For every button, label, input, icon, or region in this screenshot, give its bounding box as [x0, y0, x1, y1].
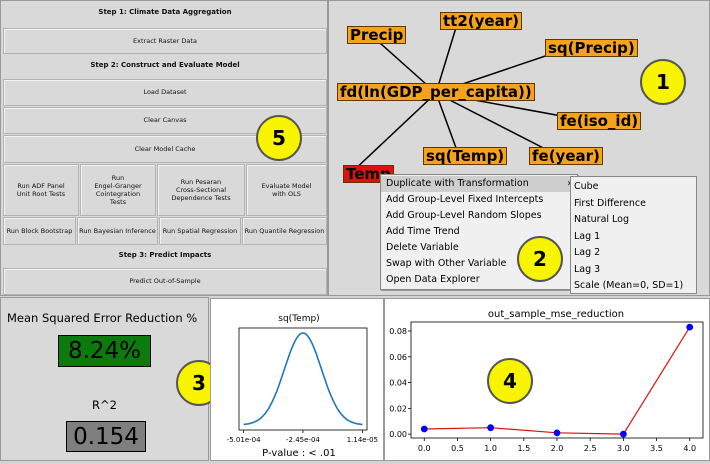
context-menu: Duplicate with Transformation › Add Group…	[380, 174, 578, 290]
line-y-tick-label: 0.00	[389, 430, 407, 439]
line-x-tick-label: 2.5	[584, 444, 597, 453]
run-quantile-button[interactable]: Run Quantile Regression	[242, 217, 327, 245]
density-chart: sq(Temp) -5.01e-04 -2.45e-04 1.14e-05 P-va…	[227, 314, 378, 459]
density-x-tick-label: -5.01e-04	[227, 436, 261, 444]
line-x-tick-label: 4.0	[683, 444, 696, 453]
submenu-item-cube[interactable]: Cube	[574, 181, 599, 192]
line-y-tick-label: 0.02	[389, 404, 407, 413]
run-engle-granger-button[interactable]: Run Engel-Granger Cointegration Tests	[80, 164, 156, 216]
badge-2: 2	[517, 236, 563, 282]
line-x-tick-label: 1.0	[484, 444, 497, 453]
metrics-panel: Mean Squared Error Reduction % 8.24% R^2…	[0, 297, 209, 461]
predict-oos-button[interactable]: Predict Out-of-Sample	[3, 268, 327, 295]
submenu-arrow-icon: ›	[567, 176, 571, 192]
mse-point	[686, 323, 694, 331]
submenu-item-lag3[interactable]: Lag 3	[574, 264, 601, 275]
mse-line-chart-panel: out_sample_mse_reduction 0.00 0.02 0.04 0.0…	[384, 298, 710, 461]
mse-point	[553, 429, 561, 437]
mse-series-line	[424, 326, 691, 435]
density-xlabel: P-value : < .01	[262, 448, 336, 459]
run-block-bootstrap-button[interactable]: Run Block Bootstrap	[3, 217, 76, 245]
line-y-tick-label: 0.06	[389, 353, 407, 362]
line-x-ticks: 0.0 0.5 1.0 1.5 2.0 2.5 3.0 3.5 4.0	[418, 438, 696, 453]
badge-1: 1	[640, 59, 686, 105]
density-x-tick-label: -2.45e-04	[286, 436, 320, 444]
r2-label: R^2	[92, 398, 117, 412]
line-chart-title: out_sample_mse_reduction	[488, 309, 624, 320]
mse-series-points	[420, 323, 694, 438]
density-axes	[238, 327, 368, 431]
node-sq-precip[interactable]: sq(Precip)	[545, 39, 638, 57]
transformation-submenu: Cube First Difference Natural Log Lag 1 …	[570, 176, 697, 294]
line-x-tick-label: 0.5	[451, 444, 464, 453]
line-y-ticks: 0.00 0.02 0.04 0.06 0.08	[389, 327, 411, 439]
submenu-item-scale[interactable]: Scale (Mean=0, SD=1)	[574, 280, 684, 291]
menu-item-delete-variable[interactable]: Delete Variable	[386, 242, 459, 253]
step3-header: Step 3: Predict Impacts	[118, 251, 212, 259]
node-fe-year[interactable]: fe(year)	[529, 147, 603, 165]
line-x-tick-label: 2.0	[551, 444, 564, 453]
load-dataset-button[interactable]: Load Dataset	[3, 79, 327, 106]
edge-sq-temp	[435, 92, 460, 157]
edge-tt2	[435, 20, 459, 94]
menu-item-random-slopes[interactable]: Add Group-Level Random Slopes	[386, 210, 542, 221]
menu-item-fixed-intercepts[interactable]: Add Group-Level Fixed Intercepts	[386, 194, 544, 205]
node-tt2-year[interactable]: tt2(year)	[440, 12, 522, 30]
mse-line-chart: out_sample_mse_reduction 0.000.020.040.0…	[389, 309, 704, 453]
run-bayesian-button[interactable]: Run Bayesian Inference	[77, 217, 158, 245]
node-fd-gdp[interactable]: fd(ln(GDP_per_capita))	[337, 83, 535, 101]
step1-header: Step 1: Climate Data Aggregation	[98, 8, 232, 16]
r2-value: 0.154	[66, 421, 146, 452]
node-precip[interactable]: Precip	[347, 26, 407, 44]
submenu-item-lag2[interactable]: Lag 2	[574, 247, 601, 258]
mse-label: Mean Squared Error Reduction %	[7, 311, 198, 325]
badge-5: 5	[256, 115, 302, 161]
line-x-tick-label: 1.5	[517, 444, 530, 453]
evaluate-ols-button[interactable]: Evaluate Model with OLS	[246, 164, 327, 216]
node-sq-temp[interactable]: sq(Temp)	[423, 147, 508, 165]
density-title: sq(Temp)	[278, 314, 319, 324]
submenu-item-natural-log[interactable]: Natural Log	[574, 214, 630, 225]
submenu-item-lag1[interactable]: Lag 1	[574, 231, 601, 242]
badge-4: 4	[487, 358, 533, 404]
mse-point	[619, 430, 627, 438]
menu-item-duplicate[interactable]: Duplicate with Transformation ›	[381, 176, 577, 192]
submenu-item-first-difference[interactable]: First Difference	[574, 198, 646, 209]
mse-value: 8.24%	[58, 335, 151, 367]
run-spatial-button[interactable]: Run Spatial Regression	[159, 217, 241, 245]
menu-item-time-trend[interactable]: Add Time Trend	[386, 226, 460, 237]
line-y-tick-label: 0.08	[389, 327, 407, 336]
edge-temp	[350, 92, 437, 174]
node-fe-iso[interactable]: fe(iso_id)	[557, 112, 642, 130]
extract-raster-button[interactable]: Extract Raster Data	[3, 28, 327, 54]
line-x-tick-label: 0.0	[418, 444, 431, 453]
line-chart-axes	[410, 321, 704, 439]
step2-header: Step 2: Construct and Evaluate Model	[90, 61, 240, 69]
run-pesaran-button[interactable]: Run Pesaran Cross-Sectional Dependence T…	[157, 164, 245, 216]
run-adf-button[interactable]: Run ADF Panel Unit Root Tests	[3, 164, 79, 216]
menu-item-label: Duplicate with Transformation	[386, 178, 529, 189]
line-x-tick-label: 3.0	[617, 444, 630, 453]
line-y-tick-label: 0.04	[389, 379, 407, 388]
menu-item-swap-variable[interactable]: Swap with Other Variable	[386, 258, 507, 269]
density-x-tick-label: 1.14e-05	[347, 436, 378, 444]
density-curve	[243, 332, 363, 426]
edge-fe-year	[435, 92, 560, 157]
line-x-tick-label: 3.5	[650, 444, 663, 453]
density-chart-panel: sq(Temp) -5.01e-04 -2.45e-04 1.14e-05 P-va…	[210, 298, 384, 461]
mse-point	[487, 424, 495, 432]
density-ticks: -5.01e-04 -2.45e-04 1.14e-05	[227, 430, 378, 444]
menu-item-open-data-explorer[interactable]: Open Data Explorer	[386, 274, 480, 285]
mse-point	[420, 425, 428, 433]
